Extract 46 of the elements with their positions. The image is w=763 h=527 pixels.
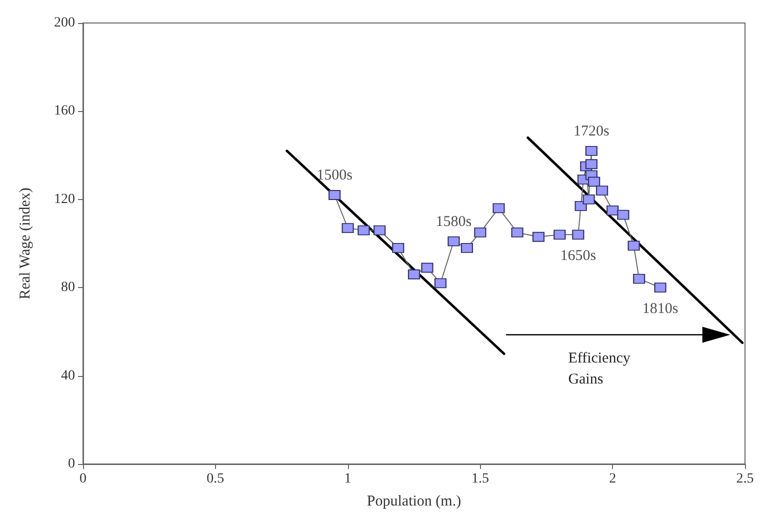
point <box>392 242 404 253</box>
point <box>511 227 524 238</box>
x-axis-title: Population (m.) <box>366 494 462 510</box>
point <box>434 278 446 288</box>
point <box>358 225 370 236</box>
point <box>460 242 473 253</box>
point <box>588 176 600 187</box>
point <box>342 223 354 234</box>
point <box>628 240 640 251</box>
point <box>554 230 566 240</box>
x-tick-label: 0.5 <box>206 472 224 486</box>
annotation: Efficiency Gains <box>568 350 631 388</box>
point <box>374 225 386 236</box>
y-tick-label: 120 <box>54 192 75 207</box>
annotation: 1500s <box>316 167 353 184</box>
point <box>421 262 434 273</box>
point <box>654 282 666 293</box>
y-tick-label: 40 <box>61 368 75 384</box>
annotation: 1650s <box>560 248 596 264</box>
point <box>572 230 584 240</box>
point <box>617 210 630 220</box>
annotation: 1810s <box>642 301 678 318</box>
point <box>585 146 598 156</box>
annotation: 1720s <box>573 123 610 140</box>
y-tick-label: 160 <box>54 104 75 119</box>
y-axis-title: Real Wage (index) <box>18 188 34 300</box>
x-tick-label: 0 <box>80 472 86 486</box>
point <box>474 227 486 238</box>
y-tick-label: 0 <box>68 456 75 472</box>
point <box>448 236 460 246</box>
x-tick-label: 2.5 <box>736 472 754 486</box>
y-tick-label: 80 <box>61 280 75 296</box>
x-tick-label: 1.5 <box>471 472 489 486</box>
x-tick-label: 2 <box>609 472 616 486</box>
y-tick-label: 200 <box>54 16 75 30</box>
point <box>492 203 505 214</box>
annotation: 1580s <box>436 214 472 230</box>
point <box>633 274 646 284</box>
point <box>328 190 341 200</box>
point <box>596 186 608 196</box>
point <box>585 159 598 170</box>
x-tick-label: 1 <box>344 472 352 486</box>
point <box>408 269 420 280</box>
point <box>606 205 619 216</box>
point <box>582 194 595 204</box>
point <box>532 232 544 242</box>
